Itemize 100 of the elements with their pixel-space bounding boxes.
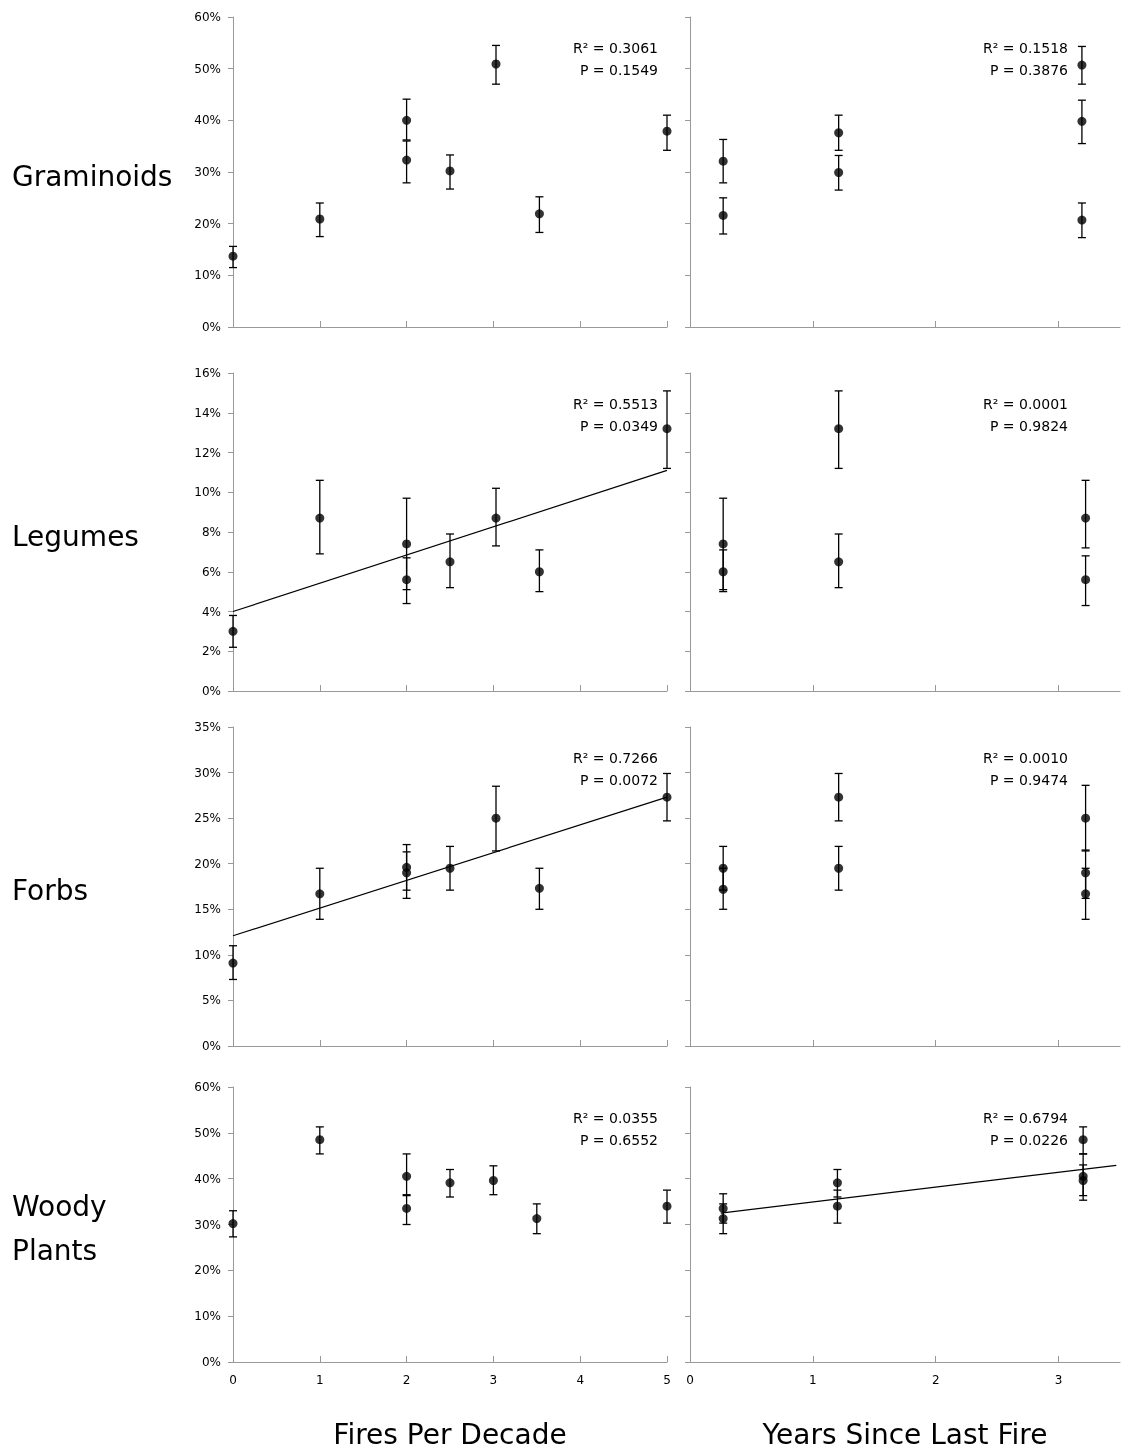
- y-tick-label: 30%: [194, 765, 221, 780]
- point: [1081, 513, 1091, 523]
- point: [832, 1178, 842, 1188]
- x-tick-label: 4: [576, 1373, 585, 1387]
- x-tick-label: 1: [315, 1373, 324, 1387]
- point: [718, 863, 728, 873]
- point: [718, 539, 728, 549]
- y-tick-label: 6%: [201, 564, 221, 579]
- x-tick-label: 0: [686, 1373, 694, 1387]
- y-tick-label: 14%: [194, 405, 221, 420]
- annotation: P = 0.9474: [989, 772, 1069, 788]
- point: [662, 1201, 672, 1211]
- annotation: R² = 0.0355: [573, 1110, 659, 1126]
- annotation: P = 0.0072: [579, 772, 658, 788]
- y-tick-label: 2%: [201, 644, 221, 659]
- annotation: P = 0.1549: [579, 62, 658, 78]
- y-tick-label: 8%: [201, 525, 221, 539]
- point: [1078, 1176, 1088, 1185]
- point: [402, 575, 412, 585]
- x-axis-title: Years Since Last Fire: [761, 1417, 1048, 1451]
- point: [718, 1203, 728, 1213]
- point: [402, 868, 412, 878]
- annotation: P = 0.9824: [989, 418, 1069, 434]
- point: [315, 1135, 325, 1145]
- point: [834, 424, 844, 434]
- y-tick-label: 16%: [194, 366, 221, 380]
- y-tick-label: 10%: [194, 1309, 221, 1324]
- annotation: R² = 0.1518: [983, 40, 1069, 56]
- point: [718, 567, 728, 577]
- y-tick-label: 0%: [201, 1355, 221, 1369]
- point: [1081, 868, 1091, 878]
- point: [1077, 116, 1087, 126]
- point: [1077, 60, 1087, 70]
- annotation: P = 0.6552: [579, 1132, 658, 1148]
- y-axis-title: Woody Plants: [12, 1190, 116, 1267]
- y-tick-label: 40%: [194, 113, 221, 128]
- point: [445, 1178, 455, 1188]
- point: [534, 883, 544, 893]
- y-tick-label: 60%: [194, 1080, 221, 1094]
- point: [718, 210, 728, 220]
- point: [534, 567, 544, 577]
- annotation: R² = 0.0001: [983, 396, 1069, 412]
- point: [315, 214, 325, 224]
- x-tick-label: 0: [229, 1373, 237, 1387]
- point: [532, 1214, 542, 1224]
- point: [718, 1214, 728, 1224]
- y-tick-label: 60%: [194, 10, 221, 24]
- y-tick-label: 35%: [194, 720, 221, 734]
- point: [445, 557, 455, 567]
- point: [402, 1203, 412, 1213]
- x-tick-label: 2: [402, 1373, 411, 1387]
- point: [402, 115, 412, 125]
- x-axis-title: Fires Per Decade: [333, 1417, 567, 1451]
- y-tick-label: 0%: [201, 320, 221, 334]
- point: [1081, 813, 1091, 823]
- point: [488, 1176, 498, 1185]
- annotation: P = 0.0349: [579, 418, 658, 434]
- annotation: R² = 0.6794: [983, 1110, 1069, 1126]
- y-tick-label: 10%: [194, 268, 221, 283]
- point: [662, 424, 672, 434]
- annotation: R² = 0.7266: [573, 750, 659, 766]
- y-tick-label: 40%: [194, 1171, 221, 1186]
- annotation: P = 0.0226: [989, 1132, 1069, 1148]
- y-tick-label: 50%: [194, 1125, 221, 1140]
- point: [228, 251, 238, 261]
- point: [534, 209, 544, 219]
- y-axis-title: Forbs: [12, 874, 89, 907]
- y-axis-title: Graminoids: [12, 159, 173, 193]
- point: [1078, 1135, 1088, 1145]
- point: [491, 59, 501, 69]
- point: [315, 889, 325, 899]
- x-tick-label: 1: [809, 1373, 817, 1387]
- y-tick-label: 15%: [194, 902, 221, 917]
- point: [832, 1201, 842, 1211]
- x-tick-label: 3: [1054, 1373, 1063, 1387]
- y-tick-label: 20%: [194, 1263, 221, 1278]
- point: [491, 513, 501, 523]
- y-tick-label: 20%: [194, 856, 221, 871]
- y-tick-label: 25%: [194, 811, 221, 826]
- point: [402, 1171, 412, 1181]
- y-tick-label: 50%: [194, 61, 221, 76]
- y-tick-label: 30%: [194, 165, 221, 179]
- point: [228, 626, 238, 636]
- y-tick-label: 30%: [194, 1217, 221, 1232]
- y-tick-label: 10%: [194, 485, 221, 500]
- point: [315, 513, 325, 523]
- y-tick-label: 10%: [194, 947, 221, 962]
- point: [662, 792, 672, 802]
- y-axis-title: Legumes: [12, 519, 139, 553]
- point: [718, 156, 728, 166]
- annotation: R² = 0.3061: [573, 40, 659, 56]
- point: [834, 168, 844, 178]
- x-tick-label: 2: [931, 1373, 940, 1387]
- y-tick-label: 0%: [201, 684, 221, 698]
- point: [1081, 575, 1091, 585]
- x-tick-label: 5: [663, 1373, 671, 1387]
- point: [402, 539, 412, 549]
- x-tick-label: 3: [489, 1373, 498, 1387]
- y-tick-label: 4%: [201, 604, 221, 619]
- annotation: P = 0.3876: [989, 62, 1069, 78]
